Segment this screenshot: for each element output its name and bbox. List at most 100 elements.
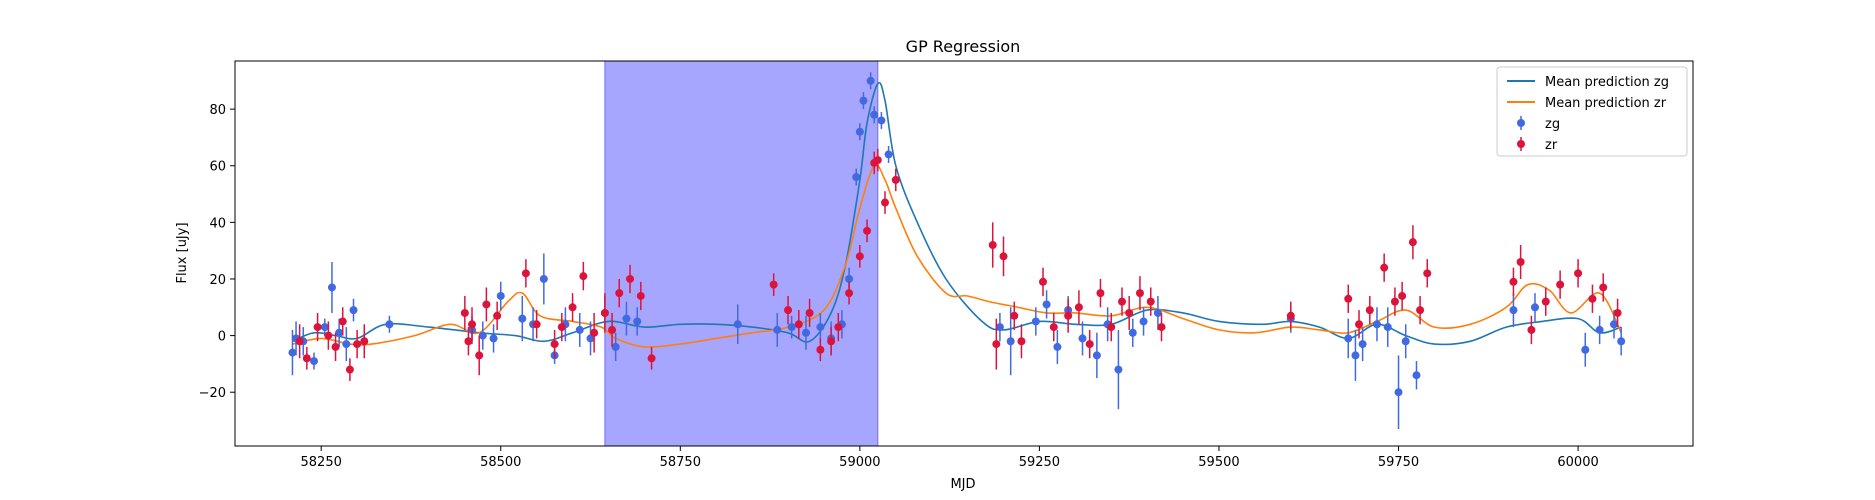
data-point (532, 320, 541, 329)
data-point (468, 320, 477, 329)
legend-label: Mean prediction zg (1545, 75, 1669, 90)
data-point (302, 354, 311, 363)
data-point (733, 320, 742, 329)
data-point (464, 337, 473, 346)
data-point (1049, 323, 1058, 332)
x-tick-label: 58250 (301, 455, 342, 470)
data-point (1401, 337, 1410, 346)
data-point (579, 272, 588, 281)
legend-box (1496, 66, 1688, 157)
data-point (1064, 311, 1073, 320)
data-point (331, 342, 340, 351)
data-point (360, 337, 369, 346)
data-point (496, 291, 505, 300)
data-point (801, 328, 810, 337)
data-point (891, 175, 900, 184)
legend-label: zr (1545, 138, 1558, 153)
data-point (873, 156, 882, 165)
data-point (1355, 320, 1364, 329)
data-point (345, 365, 354, 374)
data-point (1053, 342, 1062, 351)
data-point (475, 351, 484, 360)
data-point (834, 323, 843, 332)
legend-entry: zg (1517, 116, 1560, 132)
y-tick-label: 0 (218, 330, 226, 345)
data-point (1006, 337, 1015, 346)
data-point (1617, 337, 1626, 346)
data-point (845, 274, 854, 283)
mean-line-zg (292, 81, 1622, 346)
data-point (880, 198, 889, 207)
data-point (342, 340, 351, 349)
data-point (615, 289, 624, 298)
data-point (1125, 308, 1134, 317)
data-point (859, 96, 868, 105)
data-point (816, 323, 825, 332)
legend-marker-swatch (1517, 140, 1525, 148)
data-point (816, 345, 825, 354)
data-point (1128, 328, 1137, 337)
legend-label: zg (1545, 117, 1560, 132)
x-tick-label: 58500 (480, 455, 521, 470)
data-point (1383, 323, 1392, 332)
chart-title: GP Regression (906, 37, 1021, 56)
data-point (1017, 337, 1026, 346)
data-point (805, 308, 814, 317)
data-point (988, 241, 997, 250)
y-tick-label: −20 (199, 386, 226, 401)
data-point (521, 269, 530, 278)
data-point (845, 289, 854, 298)
data-point (1599, 283, 1608, 292)
data-point (310, 357, 319, 366)
data-point (884, 150, 893, 159)
data-point (1372, 320, 1381, 329)
data-point (608, 325, 617, 334)
data-point (1574, 269, 1583, 278)
x-tick-label: 59500 (1198, 455, 1239, 470)
mean-line-zr (292, 163, 1622, 348)
y-tick-label: 60 (209, 160, 226, 175)
data-point (1595, 325, 1604, 334)
data-point (1344, 294, 1353, 303)
data-point (1509, 306, 1518, 315)
data-point (855, 252, 864, 261)
data-point (324, 331, 333, 340)
data-point (1039, 277, 1048, 286)
data-point (1344, 334, 1353, 343)
data-point (575, 325, 584, 334)
data-point (1365, 306, 1374, 315)
data-point (863, 226, 872, 235)
data-point (1380, 263, 1389, 272)
shaded-region (604, 60, 879, 447)
data-point (1394, 388, 1403, 397)
data-point (995, 323, 1004, 332)
data-point (1588, 294, 1597, 303)
x-tick-label: 59000 (839, 455, 880, 470)
data-point (1541, 297, 1550, 306)
data-point (870, 110, 879, 119)
data-point (827, 337, 836, 346)
x-axis-label: MJD (950, 477, 975, 492)
data-point (460, 308, 469, 317)
data-point (1423, 269, 1432, 278)
data-point (557, 323, 566, 332)
data-point (550, 340, 559, 349)
data-point (295, 337, 304, 346)
x-tick-label: 58750 (660, 455, 701, 470)
data-point (794, 320, 803, 329)
data-point (1516, 257, 1525, 266)
data-point (992, 340, 1001, 349)
data-point (493, 311, 502, 320)
data-point (611, 342, 620, 351)
legend-label: Mean prediction zr (1545, 96, 1667, 111)
data-point (600, 308, 609, 317)
data-point (327, 283, 336, 292)
data-point (1135, 289, 1144, 298)
data-point (1581, 345, 1590, 354)
data-point (1139, 317, 1148, 326)
x-tick-label: 59250 (1019, 455, 1060, 470)
data-point (1078, 334, 1087, 343)
data-point (1074, 303, 1083, 312)
data-point (1118, 297, 1127, 306)
